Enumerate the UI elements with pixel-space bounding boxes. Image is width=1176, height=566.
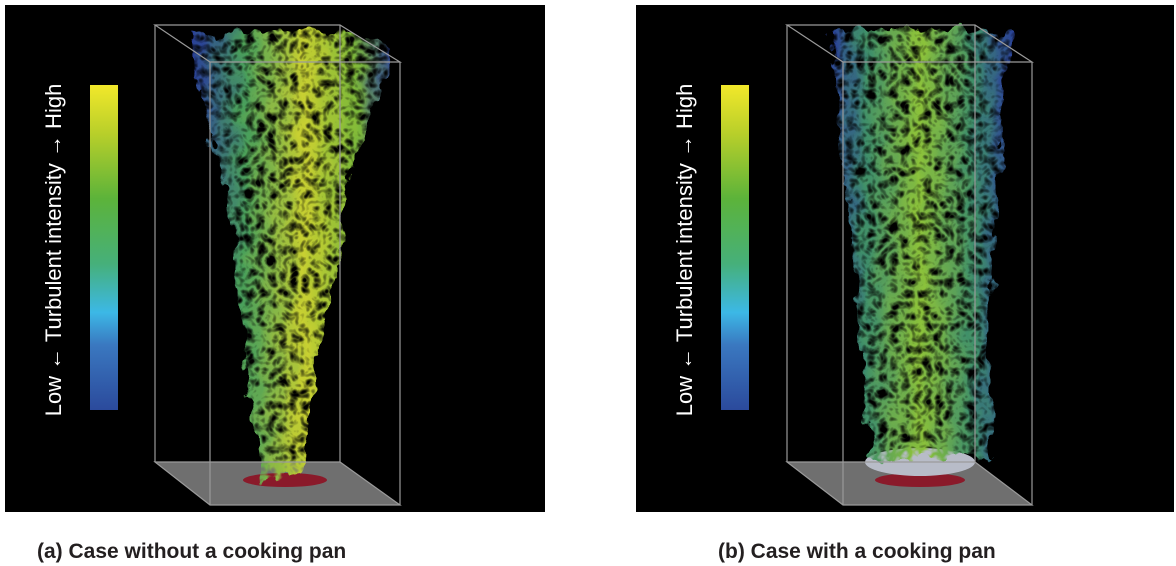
colorbar bbox=[721, 85, 749, 410]
caption: (a) Case without a cooking pan bbox=[37, 540, 346, 563]
plume bbox=[194, 31, 395, 480]
burner bbox=[875, 473, 965, 487]
burner bbox=[243, 473, 327, 487]
colorbar-label: Low ← Turbulent intensity → High bbox=[672, 84, 697, 417]
panel-a: Low ← Turbulent intensity → High (a) Cas… bbox=[5, 5, 545, 563]
plume bbox=[830, 27, 1010, 461]
colorbar bbox=[90, 85, 118, 410]
domain-box bbox=[785, 24, 1035, 506]
caption: (b) Case with a cooking pan bbox=[718, 540, 996, 563]
panel-b: Low ← Turbulent intensity → High (b) Cas… bbox=[636, 5, 1174, 563]
colorbar-label: Low ← Turbulent intensity → High bbox=[41, 84, 66, 417]
domain-box bbox=[153, 24, 403, 506]
